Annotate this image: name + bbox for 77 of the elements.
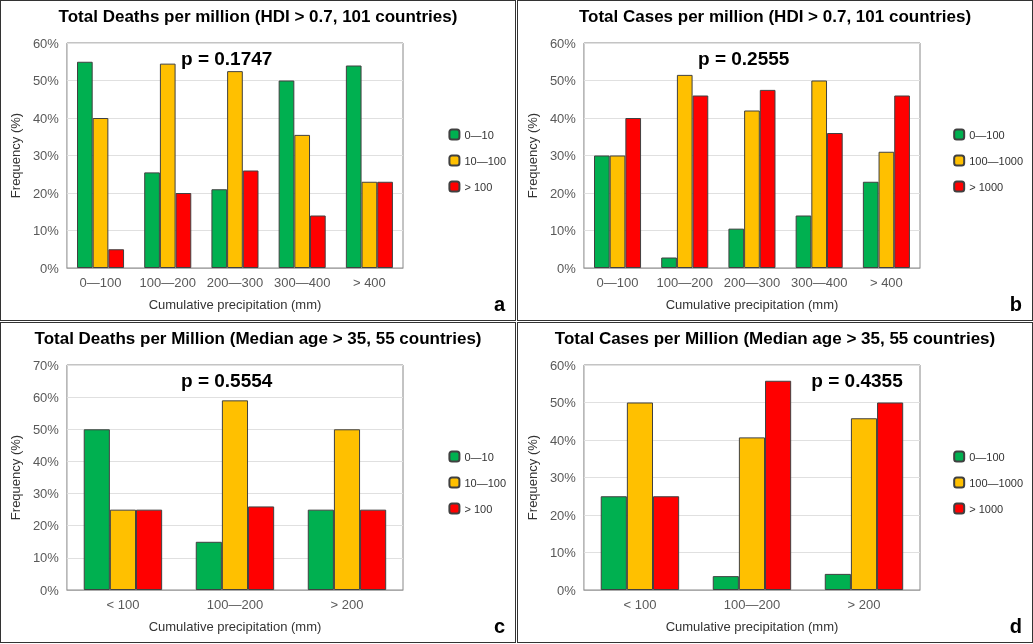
y-tick-label: 30% [549,470,577,485]
legend-label: 10—100 [464,476,507,489]
x-tick-label: 300—400 [273,275,331,290]
legend-label: > 100 [464,502,493,515]
x-tick-label: > 400 [352,275,386,290]
x-axis-title: Cumulative precipitation (mm) [148,297,322,312]
x-tick-label: < 100 [106,597,140,612]
y-tick-label: 10% [549,545,577,560]
x-tick-label: 300—400 [790,275,848,290]
x-tick-label: 100—200 [139,275,196,290]
y-tick-label: 0% [40,260,60,276]
y-tick-label: 50% [32,421,60,437]
y-tick-label: 20% [549,507,577,523]
y-tick-label: 0% [40,582,60,598]
y-tick-label: 20% [32,185,60,201]
x-tick-label: > 200 [330,597,364,612]
annotation: p = 0.5554 [181,370,273,391]
x-tick-label: < 100 [623,597,657,612]
y-axis-title: Frequency (%) [8,112,23,199]
y-tick-label: 20% [549,185,577,201]
y-tick-label: 40% [32,453,60,469]
y-tick-label: 50% [32,73,60,88]
annotation: p = 0.1747 [181,48,273,69]
y-tick-label: 50% [549,395,577,410]
legend-label: 0—100 [969,450,1005,463]
x-axis-title: Cumulative precipitation (mm) [148,619,322,634]
y-tick-label: 10% [32,550,60,566]
text: a [493,293,506,315]
x-axis-title: Cumulative precipitation (mm) [665,619,839,634]
y-tick-label: 40% [549,432,577,448]
y-tick-label: 30% [32,148,60,163]
y-tick-label: 10% [32,223,60,238]
y-tick-label: 60% [32,35,60,51]
x-tick-label: 0—100 [596,275,639,290]
y-tick-label: 50% [549,73,577,88]
legend-label: > 1000 [969,502,1004,515]
y-tick-label: 40% [32,110,60,126]
x-tick-label: > 400 [869,275,903,290]
annotation: p = 0.2555 [698,48,790,69]
x-tick-label: > 200 [847,597,881,612]
y-tick-label: 20% [32,518,60,534]
legend-label: 0—10 [464,450,494,463]
y-axis-title: Frequency (%) [8,434,23,521]
y-axis-title: Frequency (%) [525,112,540,199]
text: b [1009,293,1022,315]
y-tick-label: 40% [549,110,577,126]
x-tick-label: 100—200 [656,275,713,290]
chart-title: Total Cases per million (HDI > 0.7, 101 countries) [578,7,972,26]
y-tick-label: 0% [557,582,577,598]
x-tick-label: 0—100 [79,275,122,290]
text: d [1009,615,1022,637]
legend-label: 100—1000 [969,154,1023,167]
y-axis-title: Frequency (%) [525,434,540,521]
legend-label: 0—100 [969,128,1005,141]
y-tick-label: 60% [549,35,577,51]
legend-label: 100—1000 [969,476,1023,489]
legend-label: > 1000 [969,180,1004,193]
y-tick-label: 70% [32,357,60,373]
x-tick-label: 100—200 [206,597,264,612]
chart-title: Total Deaths per million (HDI > 0.7, 101 countries) [58,7,458,26]
y-tick-label: 30% [32,486,60,502]
x-axis-title: Cumulative precipitation (mm) [665,297,839,312]
y-tick-label: 30% [549,148,577,163]
legend-label: 10—100 [464,154,507,167]
y-tick-label: 60% [32,389,60,405]
chart-title: Total Cases per Million (Median age > 35, 55 countries) [554,329,996,348]
y-tick-label: 10% [549,223,577,238]
y-tick-label: 0% [557,260,577,276]
legend-label: 0—10 [464,128,494,141]
text: c [493,615,505,637]
x-tick-label: 200—300 [206,275,264,290]
annotation: p = 0.4355 [811,370,904,391]
x-tick-label: 200—300 [723,275,781,290]
x-tick-label: 100—200 [723,597,781,612]
legend-label: > 100 [464,180,493,193]
chart-title: Total Deaths per Million (Median age > 35, 55 countries) [34,329,482,348]
y-tick-label: 60% [549,357,577,373]
